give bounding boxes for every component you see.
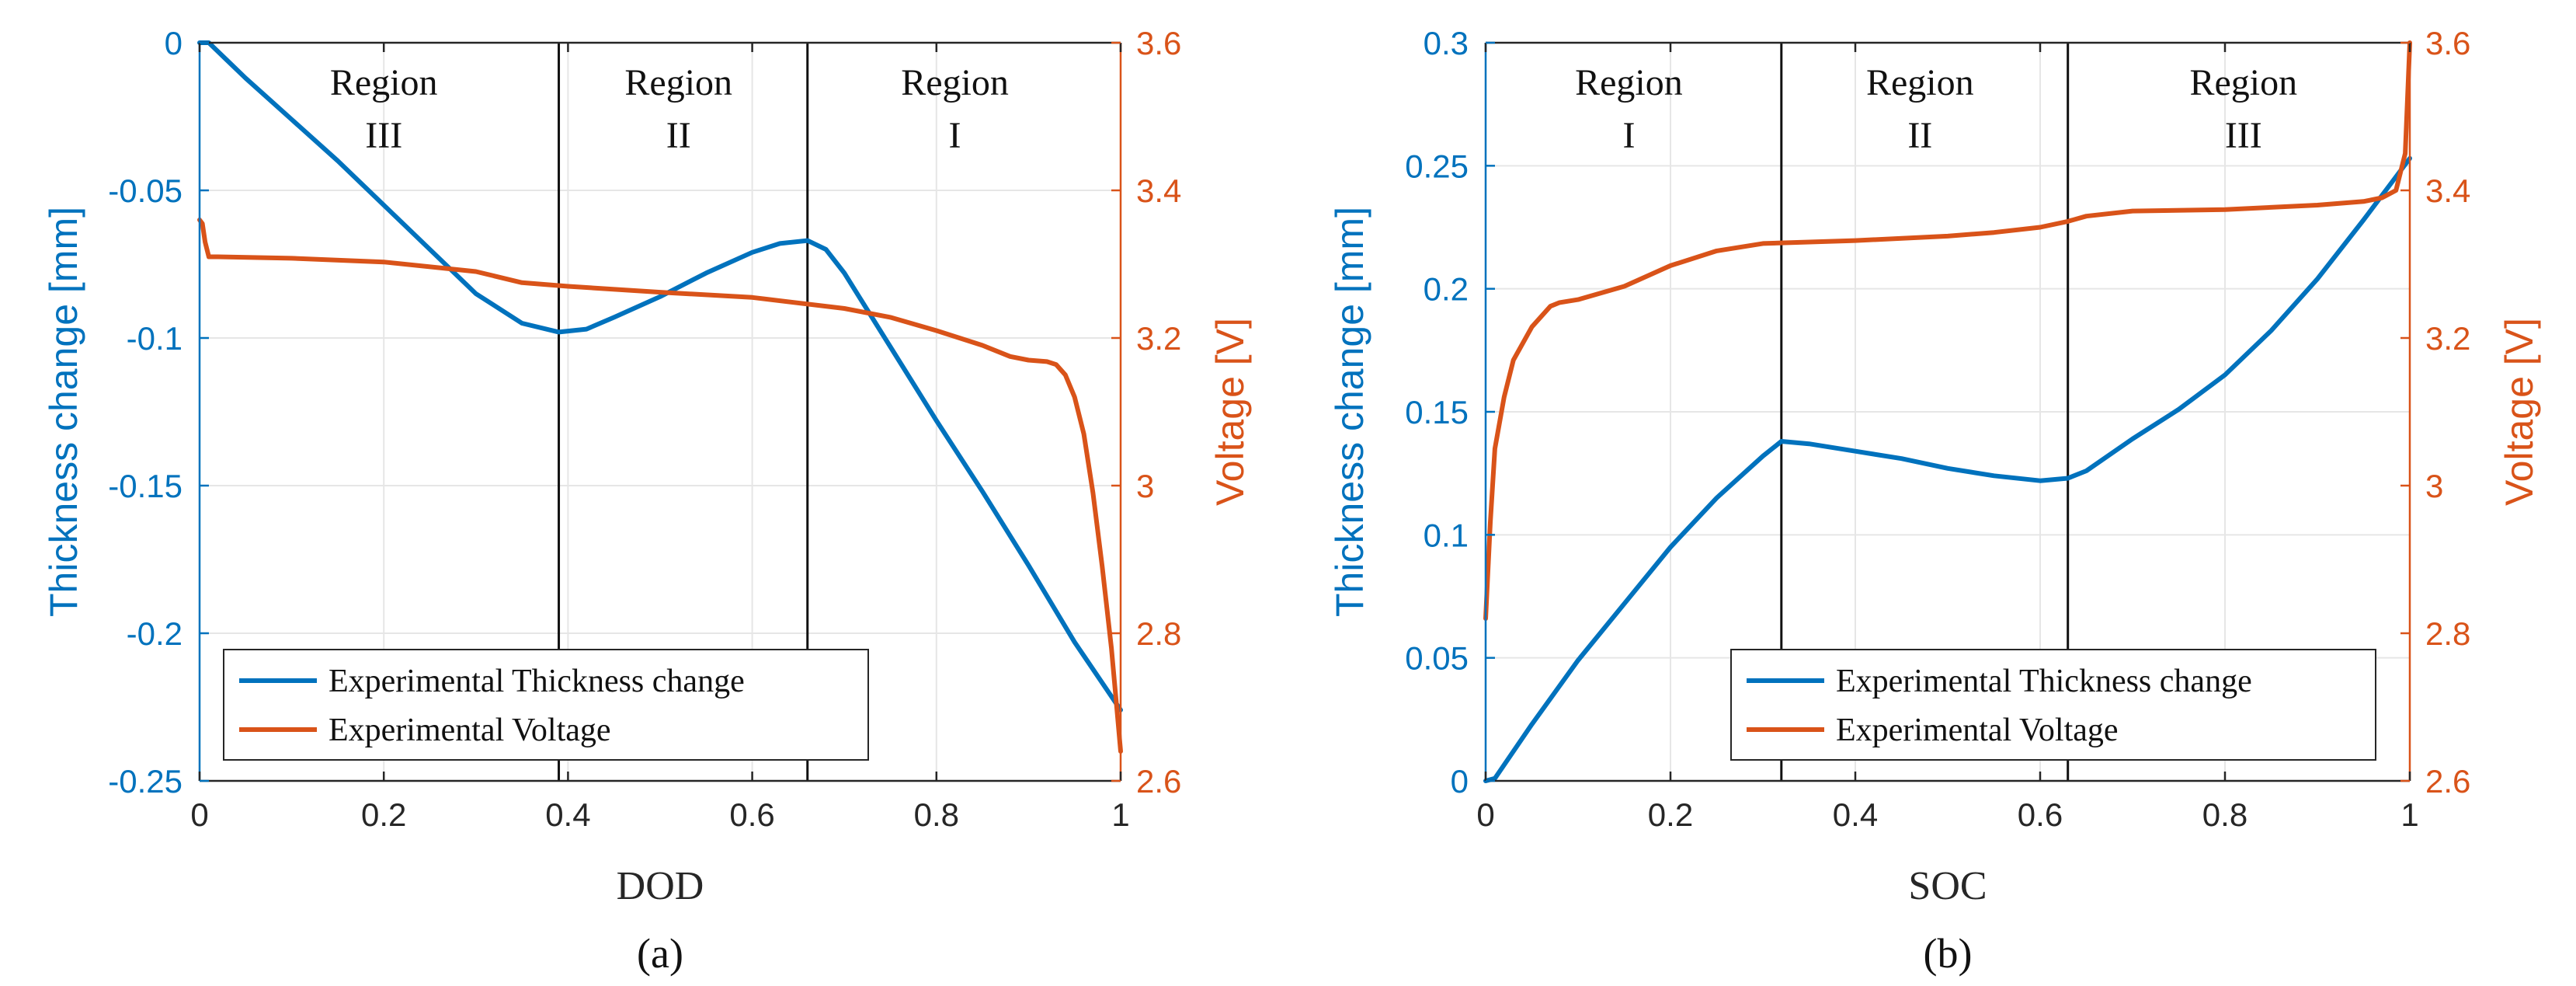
y-right-tick-label: 3.4 [1136, 172, 1181, 209]
y-right-tick-label: 3.4 [2425, 172, 2470, 209]
y-right-tick-label: 2.8 [2425, 615, 2470, 652]
legend-box [1730, 649, 2376, 761]
panel-caption: (a) [637, 930, 683, 977]
x-tick-label: 0 [190, 796, 208, 833]
y-right-tick-label: 3 [1136, 468, 1154, 504]
x-tick-label: 0.6 [2018, 796, 2063, 833]
x-tick-label: 0.2 [1648, 796, 1693, 833]
legend: Experimental Thickness change Experimenta… [1730, 649, 2376, 761]
voltage-line [197, 218, 1123, 754]
x-tick-label: 0.4 [1833, 796, 1878, 833]
region-label-numeral: I [949, 115, 961, 156]
y-left-tick-label: -0.25 [108, 763, 183, 800]
thickness-change-line [1483, 155, 2412, 783]
x-tick-label: 1 [1111, 796, 1129, 833]
region-label-word: Region [1866, 62, 1974, 103]
x-tick-label: 0.6 [729, 796, 774, 833]
region-label-numeral: II [1907, 115, 1932, 156]
y-right-tick-label: 2.6 [2425, 763, 2470, 800]
x-tick-label: 1 [2400, 796, 2418, 833]
y-left-tick-label: -0.2 [127, 615, 183, 652]
legend-entry-label: Experimental Voltage [329, 712, 611, 748]
panel-b: Region I Region II Region III 0 0.2 0.4 0.6 0.8 1 0.… [1328, 25, 2541, 977]
y-left-tick-label: -0.1 [127, 320, 183, 357]
y-left-tick-label: 0.25 [1405, 148, 1469, 184]
y-left-tick-label: 0.3 [1424, 25, 1469, 61]
y-right-tick-label: 3.2 [1136, 320, 1181, 357]
region-label-numeral: III [365, 115, 402, 156]
y-left-axis-label: Thickness change [mm] [42, 207, 85, 617]
y-right-tick-label: 3.6 [2425, 25, 2470, 61]
y-left-tick-label: 0.05 [1405, 640, 1469, 677]
legend-entry-label: Experimental Thickness change [329, 664, 745, 699]
x-tick-label: 0.8 [914, 796, 959, 833]
region-label-word: Region [1575, 62, 1683, 103]
y-left-tick-label: 0 [1451, 763, 1469, 800]
region-label-numeral: I [1622, 115, 1635, 156]
voltage-line [1483, 40, 2412, 621]
y-right-axis-label: Voltage [V] [1208, 318, 1252, 506]
y-left-tick-label: -0.05 [108, 172, 183, 209]
legend-entry-label: Experimental Voltage [1836, 712, 2119, 748]
thickness-change-line [197, 40, 1123, 712]
region-label-word: Region [624, 62, 732, 103]
y-left-tick-label: 0.2 [1424, 271, 1469, 308]
region-label-word: Region [901, 62, 1009, 103]
region-label-numeral: II [666, 115, 691, 156]
y-left-tick-label: 0.15 [1405, 394, 1469, 430]
y-right-tick-label: 3.2 [2425, 320, 2470, 357]
y-right-tick-label: 2.8 [1136, 615, 1181, 652]
x-tick-label: 0 [1476, 796, 1494, 833]
x-tick-label: 0.2 [361, 796, 406, 833]
y-right-tick-label: 2.6 [1136, 763, 1181, 800]
region-label-word: Region [2189, 62, 2297, 103]
y-left-tick-label: 0.1 [1424, 517, 1469, 553]
y-left-axis-label: Thickness change [mm] [1328, 207, 1371, 617]
region-label-numeral: III [2225, 115, 2262, 156]
grid [199, 42, 1121, 782]
y-left-tick-label: -0.15 [108, 468, 183, 504]
legend-entry-label: Experimental Thickness change [1836, 664, 2252, 699]
legend: Experimental Thickness change Experimenta… [223, 649, 869, 761]
x-axis-label: SOC [1908, 864, 1987, 908]
legend-box [223, 649, 869, 761]
region-label-word: Region [330, 62, 438, 103]
x-tick-label: 0.8 [2202, 796, 2247, 833]
panel-caption: (b) [1924, 930, 1973, 977]
x-tick-label: 0.4 [545, 796, 590, 833]
y-right-tick-label: 3 [2425, 468, 2443, 504]
x-axis-label: DOD [617, 864, 704, 908]
y-right-tick-label: 3.6 [1136, 25, 1181, 61]
y-right-axis-label: Voltage [V] [2498, 318, 2541, 506]
y-left-tick-label: 0 [165, 25, 183, 61]
